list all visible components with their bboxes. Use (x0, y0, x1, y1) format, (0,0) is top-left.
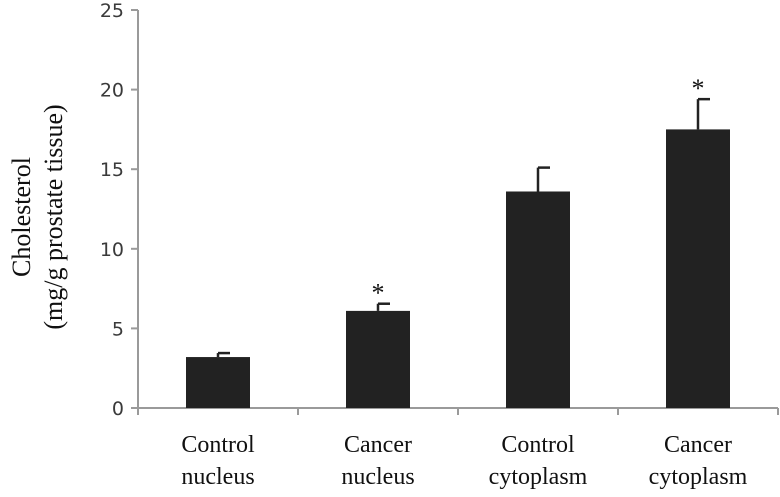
bar (506, 191, 570, 408)
x-tick-label: Cancer nucleus (341, 432, 414, 490)
x-tick-labels: Control nucleus Cancer nucleus Control cytopl… (181, 432, 747, 490)
y-tick-label: 5 (112, 318, 124, 340)
x-tick-label: Control nucleus (181, 432, 255, 490)
x-tick-label: Cancer cytoplasm (649, 432, 748, 490)
y-axis-title-line: (mg/g prostate tissue) (39, 104, 68, 329)
significance-marker: * (692, 74, 705, 103)
bar (666, 129, 730, 408)
significance-marker: * (372, 279, 385, 308)
bar (186, 357, 250, 408)
y-axis-title: Cholesterol (mg/g prostate tissue) (7, 104, 68, 329)
y-tick-label: 0 (112, 398, 124, 420)
y-tick-label: 10 (100, 239, 124, 261)
y-axis-title-line: Cholesterol (7, 157, 36, 277)
y-tick-label: 15 (100, 159, 124, 181)
x-tick-label: Control cytoplasm (489, 432, 588, 490)
y-tick-label: 25 (100, 0, 124, 22)
y-tick-label: 20 (100, 80, 124, 102)
y-ticks: 0 5 10 15 20 25 (100, 0, 138, 420)
bars: ** (186, 74, 730, 408)
bar (346, 310, 410, 408)
